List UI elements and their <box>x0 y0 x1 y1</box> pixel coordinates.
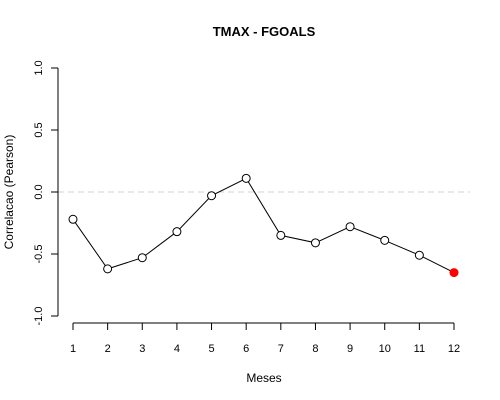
x-tick-label: 5 <box>208 343 214 355</box>
x-axis-label: Meses <box>246 371 281 385</box>
data-point <box>207 191 217 201</box>
y-tick-label: -1.0 <box>33 307 45 326</box>
y-tick-label: 1.0 <box>33 60 45 75</box>
x-tick-label: 3 <box>139 343 145 355</box>
x-tick-label: 4 <box>174 343 180 355</box>
x-tick-label: 8 <box>312 343 318 355</box>
data-points <box>68 173 459 278</box>
x-tick-label: 1 <box>70 343 76 355</box>
chart-title: TMAX - FGOALS <box>213 24 316 39</box>
data-point <box>276 230 286 240</box>
y-tick-label: 0.5 <box>33 122 45 137</box>
series-line <box>72 177 455 274</box>
x-tick-label: 7 <box>278 343 284 355</box>
highlighted-data-point <box>449 268 459 278</box>
x-axis: 1 2 3 4 5 6 7 8 9 10 11 12 <box>70 322 460 355</box>
y-tick-label: 0.0 <box>33 184 45 199</box>
data-point <box>414 250 424 260</box>
x-tick-label: 2 <box>105 343 111 355</box>
x-tick-label: 6 <box>243 343 249 355</box>
y-tick-label: -0.5 <box>33 245 45 264</box>
data-point <box>310 238 320 248</box>
x-tick-label: 11 <box>414 343 425 355</box>
data-point <box>103 264 113 274</box>
data-point <box>172 227 182 237</box>
data-point <box>68 214 78 224</box>
x-tick-label: 9 <box>347 343 353 355</box>
y-axis-label: Correlacao (Pearson) <box>2 135 16 250</box>
y-axis: -1.0 -0.5 0.0 0.5 1.0 <box>33 60 59 326</box>
data-point <box>345 222 355 232</box>
data-point <box>137 253 147 263</box>
x-tick-label: 12 <box>448 343 460 355</box>
data-point <box>241 173 251 183</box>
data-point <box>380 235 390 245</box>
x-tick-label: 10 <box>379 343 391 355</box>
